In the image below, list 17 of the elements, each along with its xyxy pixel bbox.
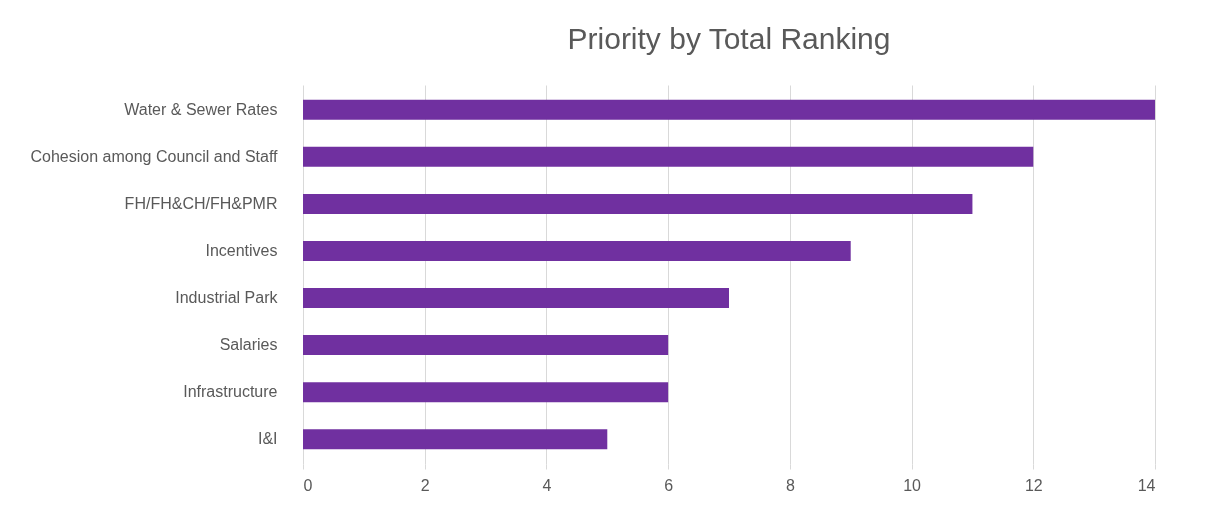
y-tick-label: FH/FH&CH/FH&PMR: [124, 194, 278, 212]
chart-title: Priority by Total Ranking: [567, 22, 891, 55]
y-tick-label: Infrastructure: [183, 383, 278, 401]
x-tick-label: 12: [1024, 476, 1043, 494]
y-tick-label: Incentives: [205, 241, 278, 259]
x-tick-label: 14: [1137, 476, 1156, 494]
x-tick-label: 8: [785, 476, 795, 494]
x-tick-label: 6: [664, 476, 674, 494]
y-tick-label: Cohesion among Council and Staff: [30, 147, 279, 165]
y-tick-label: Water & Sewer Rates: [124, 100, 278, 118]
x-tick-label: 0: [303, 476, 313, 494]
y-tick-label: I&I: [257, 430, 278, 448]
y-tick-label: Industrial Park: [175, 289, 279, 307]
x-tick-label: 2: [420, 476, 430, 494]
x-tick-label: 10: [903, 476, 922, 494]
x-tick-label: 4: [542, 476, 552, 494]
y-tick-label: Salaries: [219, 336, 278, 354]
